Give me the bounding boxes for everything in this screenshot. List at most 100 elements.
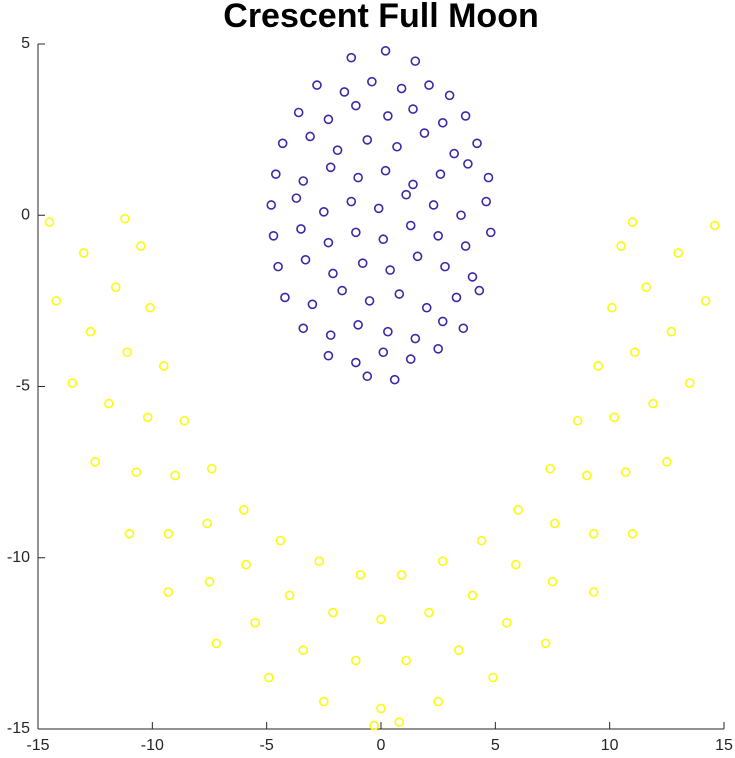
point [369,720,379,731]
point [85,326,96,337]
point [339,87,350,97]
point [273,261,283,272]
point [396,83,407,94]
point [410,333,421,344]
point [67,378,78,388]
point [328,268,338,279]
point [412,251,423,262]
point [549,518,560,529]
point [609,412,620,423]
point [394,289,405,299]
point [104,398,114,409]
point [346,196,357,207]
point [373,203,384,214]
point [481,196,491,207]
point [357,258,368,269]
point [351,357,361,368]
point [90,457,100,467]
point [277,138,288,149]
x-tick-label: -15 [26,737,49,754]
y-tick-label: 0 [21,206,30,223]
point [351,227,361,238]
point [627,217,638,227]
point [408,179,418,190]
point [437,316,448,327]
point [474,285,485,296]
point [51,296,62,306]
y-tick-label: 5 [21,35,30,52]
point [325,162,336,173]
point [424,80,434,90]
point [460,241,471,251]
point [319,207,329,217]
point [271,169,281,179]
point [332,145,343,155]
point [472,138,482,149]
point [305,131,315,142]
point [351,100,361,111]
point [319,696,329,707]
point [547,576,558,587]
point [444,90,455,101]
point [266,200,277,210]
point [268,231,279,241]
point [383,326,393,337]
point [293,107,304,118]
point [593,361,604,371]
point [511,559,521,570]
point [405,354,416,364]
point [296,224,306,234]
point [485,227,496,238]
point [291,193,302,203]
point [572,415,583,426]
x-tick-label: 0 [377,737,386,754]
point [142,412,153,423]
point [392,141,402,152]
point [241,559,251,570]
point [284,590,295,601]
point [376,614,386,625]
point [588,528,599,539]
point [540,638,551,649]
point [641,282,652,292]
point [351,655,361,666]
point [78,248,89,258]
point [380,165,391,176]
point [307,299,318,310]
point [120,213,130,224]
point [355,570,366,580]
point [449,148,459,159]
point [545,463,556,474]
point [362,371,373,382]
point [380,46,391,56]
point [456,210,466,221]
point [179,415,190,426]
point [437,117,448,128]
point [648,398,658,409]
point [264,672,274,683]
point [124,528,135,539]
point [378,234,389,245]
point [401,655,411,666]
point [620,467,631,477]
x-tick-label: -10 [141,737,164,754]
point [383,111,393,121]
chart-title: Crescent Full Moon [223,0,538,35]
point [581,470,592,481]
point [419,128,430,138]
point [325,330,336,340]
point [428,200,439,210]
point [385,265,395,275]
point [250,618,261,628]
x-tick-label: 15 [715,737,733,754]
point [396,570,407,580]
point [673,248,684,258]
point [378,347,389,358]
point [312,80,322,90]
point [314,556,325,566]
point [607,302,617,313]
point [110,282,121,292]
point [662,457,672,467]
point [666,326,677,337]
